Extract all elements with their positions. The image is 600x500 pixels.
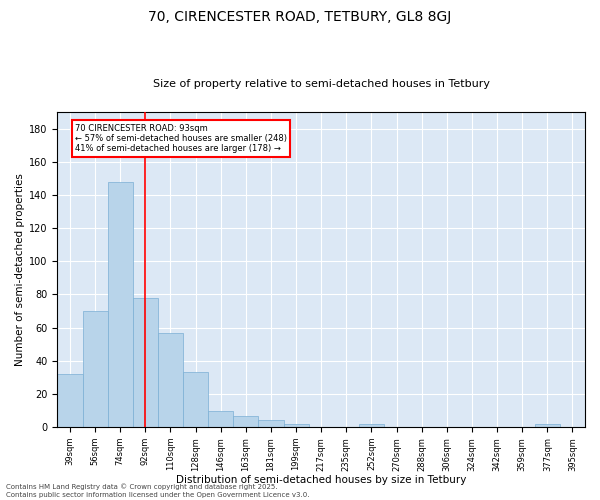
- Bar: [107, 182, 133, 427]
- Bar: [58, 374, 83, 427]
- Bar: [359, 424, 384, 427]
- X-axis label: Distribution of semi-detached houses by size in Tetbury: Distribution of semi-detached houses by …: [176, 475, 466, 485]
- Title: Size of property relative to semi-detached houses in Tetbury: Size of property relative to semi-detach…: [152, 79, 490, 89]
- Text: 70, CIRENCESTER ROAD, TETBURY, GL8 8GJ: 70, CIRENCESTER ROAD, TETBURY, GL8 8GJ: [148, 10, 452, 24]
- Bar: [83, 311, 107, 427]
- Bar: [259, 420, 284, 427]
- Y-axis label: Number of semi-detached properties: Number of semi-detached properties: [15, 173, 25, 366]
- Bar: [158, 332, 183, 427]
- Bar: [233, 416, 259, 427]
- Bar: [183, 372, 208, 427]
- Bar: [208, 410, 233, 427]
- Text: Contains HM Land Registry data © Crown copyright and database right 2025.
Contai: Contains HM Land Registry data © Crown c…: [6, 484, 310, 498]
- Text: 70 CIRENCESTER ROAD: 93sqm
← 57% of semi-detached houses are smaller (248)
41% o: 70 CIRENCESTER ROAD: 93sqm ← 57% of semi…: [75, 124, 287, 154]
- Bar: [535, 424, 560, 427]
- Bar: [133, 298, 158, 427]
- Bar: [284, 424, 308, 427]
